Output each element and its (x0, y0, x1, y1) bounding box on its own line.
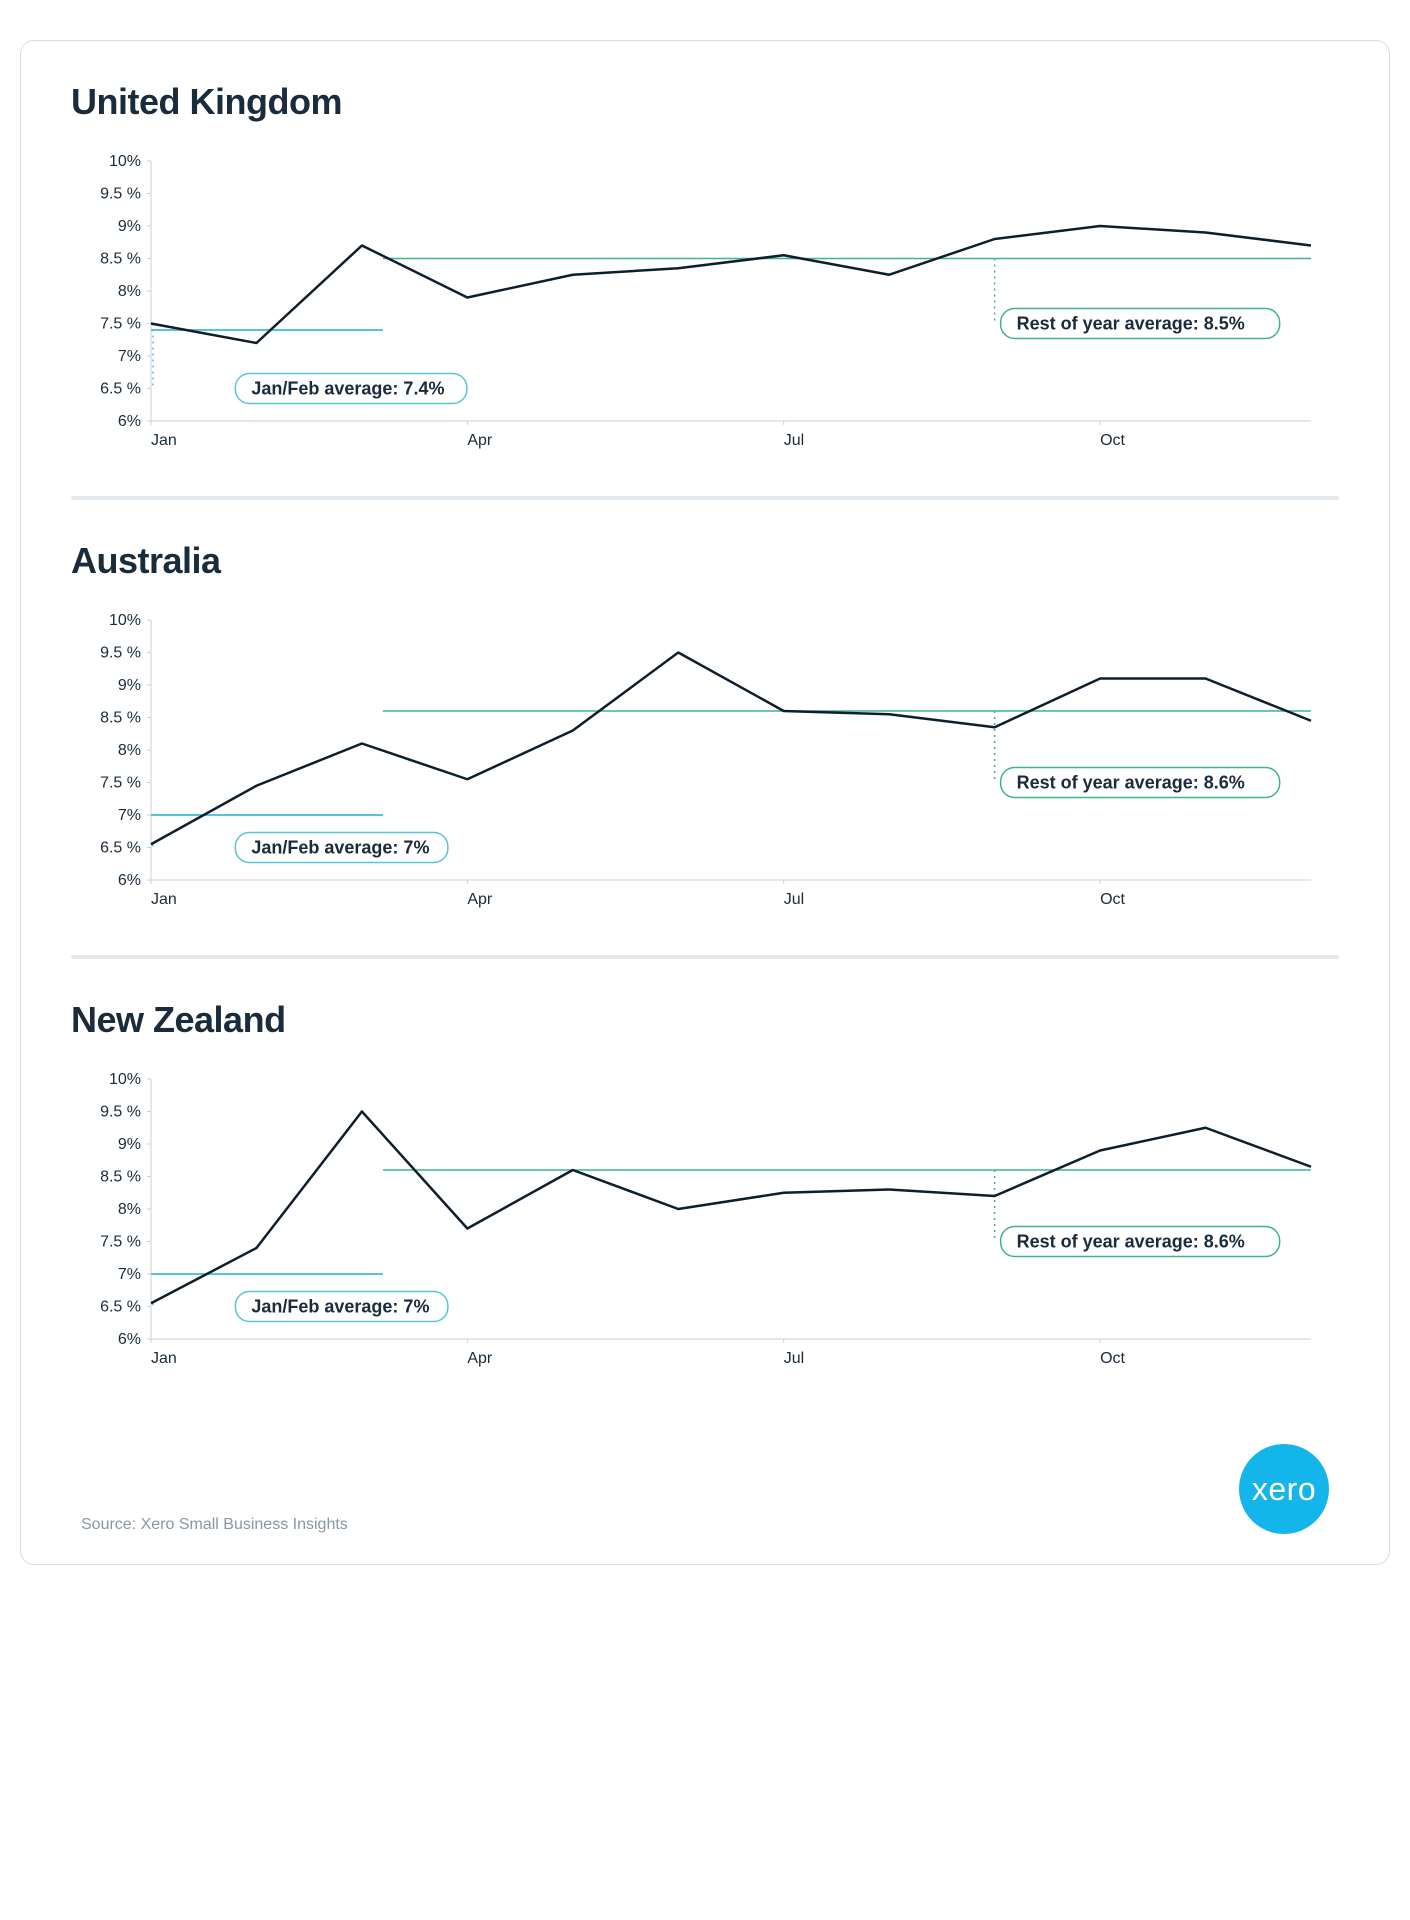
y-tick-label: 8% (118, 283, 141, 300)
callout-rest: Rest of year average: 8.5% (1001, 309, 1280, 339)
callout-janfeb: Jan/Feb average: 7% (235, 1292, 448, 1322)
callout-label-janfeb: Jan/Feb average: 7% (251, 838, 429, 858)
panel-title: United Kingdom (71, 81, 1339, 123)
panels-host: United Kingdom 6% 6.5 % 7% 7.5 % 8% 8.5 % 9% 9.5… (71, 81, 1339, 1404)
x-tick-label: Oct (1100, 432, 1125, 449)
chart-panel: United Kingdom 6% 6.5 % 7% 7.5 % 8% 8.5 % 9% 9.5… (71, 81, 1339, 500)
panel-divider (71, 955, 1339, 959)
x-tick-label: Oct (1100, 1350, 1125, 1367)
y-tick-label: 10% (109, 1071, 141, 1088)
callout-label-rest: Rest of year average: 8.6% (1017, 1232, 1245, 1252)
logo-text: xero (1252, 1471, 1316, 1508)
y-tick-label: 7.5 % (100, 316, 141, 333)
y-tick-label: 10% (109, 153, 141, 170)
source-text: Source: Xero Small Business Insights (81, 1516, 348, 1534)
line-chart: 6% 6.5 % 7% 7.5 % 8% 8.5 % 9% 9.5 % 10% Jan Apr Jul… (71, 1059, 1331, 1399)
x-tick-label: Jan (151, 891, 177, 908)
x-tick-label: Jan (151, 1350, 177, 1367)
x-tick-label: Jul (784, 1350, 804, 1367)
line-chart: 6% 6.5 % 7% 7.5 % 8% 8.5 % 9% 9.5 % 10% Jan Apr Jul… (71, 141, 1331, 481)
y-tick-label: 7% (118, 348, 141, 365)
chart-card: United Kingdom 6% 6.5 % 7% 7.5 % 8% 8.5 % 9% 9.5… (20, 40, 1390, 1565)
y-tick-label: 6.5 % (100, 840, 141, 857)
xero-logo: xero (1239, 1444, 1329, 1534)
y-tick-label: 9% (118, 1136, 141, 1153)
chart-wrap: 6% 6.5 % 7% 7.5 % 8% 8.5 % 9% 9.5 % 10% Jan Apr Jul… (71, 141, 1339, 486)
x-tick-label: Jul (784, 891, 804, 908)
y-tick-label: 7.5 % (100, 775, 141, 792)
y-tick-label: 6.5 % (100, 381, 141, 398)
panel-title: Australia (71, 540, 1339, 582)
footer-row: Source: Xero Small Business Insights xer… (71, 1444, 1339, 1534)
x-tick-label: Jul (784, 432, 804, 449)
panel-divider (71, 496, 1339, 500)
callout-label-rest: Rest of year average: 8.6% (1017, 773, 1245, 793)
chart-wrap: 6% 6.5 % 7% 7.5 % 8% 8.5 % 9% 9.5 % 10% Jan Apr Jul… (71, 1059, 1339, 1404)
x-tick-label: Apr (467, 1350, 493, 1367)
y-tick-label: 6% (118, 413, 141, 430)
x-tick-label: Jan (151, 432, 177, 449)
callout-rest: Rest of year average: 8.6% (1001, 1227, 1280, 1257)
chart-panel: Australia 6% 6.5 % 7% 7.5 % 8% 8.5 % 9% 9.5 % 10%… (71, 540, 1339, 959)
y-tick-label: 9.5 % (100, 645, 141, 662)
chart-wrap: 6% 6.5 % 7% 7.5 % 8% 8.5 % 9% 9.5 % 10% Jan Apr Jul… (71, 600, 1339, 945)
y-tick-label: 8% (118, 1201, 141, 1218)
y-tick-label: 8.5 % (100, 710, 141, 727)
chart-panel: New Zealand 6% 6.5 % 7% 7.5 % 8% 8.5 % 9% 9.5 % 1… (71, 999, 1339, 1404)
y-tick-label: 9.5 % (100, 186, 141, 203)
y-tick-label: 6% (118, 872, 141, 889)
y-tick-label: 7.5 % (100, 1234, 141, 1251)
y-tick-label: 9% (118, 677, 141, 694)
y-tick-label: 6.5 % (100, 1299, 141, 1316)
callout-rest: Rest of year average: 8.6% (1001, 768, 1280, 798)
callout-label-rest: Rest of year average: 8.5% (1017, 314, 1245, 334)
y-tick-label: 10% (109, 612, 141, 629)
y-tick-label: 8.5 % (100, 1169, 141, 1186)
callout-label-janfeb: Jan/Feb average: 7% (251, 1297, 429, 1317)
callout-label-janfeb: Jan/Feb average: 7.4% (251, 379, 444, 399)
y-tick-label: 6% (118, 1331, 141, 1348)
y-tick-label: 7% (118, 807, 141, 824)
x-tick-label: Apr (467, 432, 493, 449)
callout-janfeb: Jan/Feb average: 7% (235, 833, 448, 863)
y-tick-label: 9.5 % (100, 1104, 141, 1121)
panel-title: New Zealand (71, 999, 1339, 1041)
y-tick-label: 7% (118, 1266, 141, 1283)
y-tick-label: 9% (118, 218, 141, 235)
y-tick-label: 8.5 % (100, 251, 141, 268)
y-tick-label: 8% (118, 742, 141, 759)
x-tick-label: Oct (1100, 891, 1125, 908)
x-tick-label: Apr (467, 891, 493, 908)
callout-janfeb: Jan/Feb average: 7.4% (235, 374, 467, 404)
line-chart: 6% 6.5 % 7% 7.5 % 8% 8.5 % 9% 9.5 % 10% Jan Apr Jul… (71, 600, 1331, 940)
